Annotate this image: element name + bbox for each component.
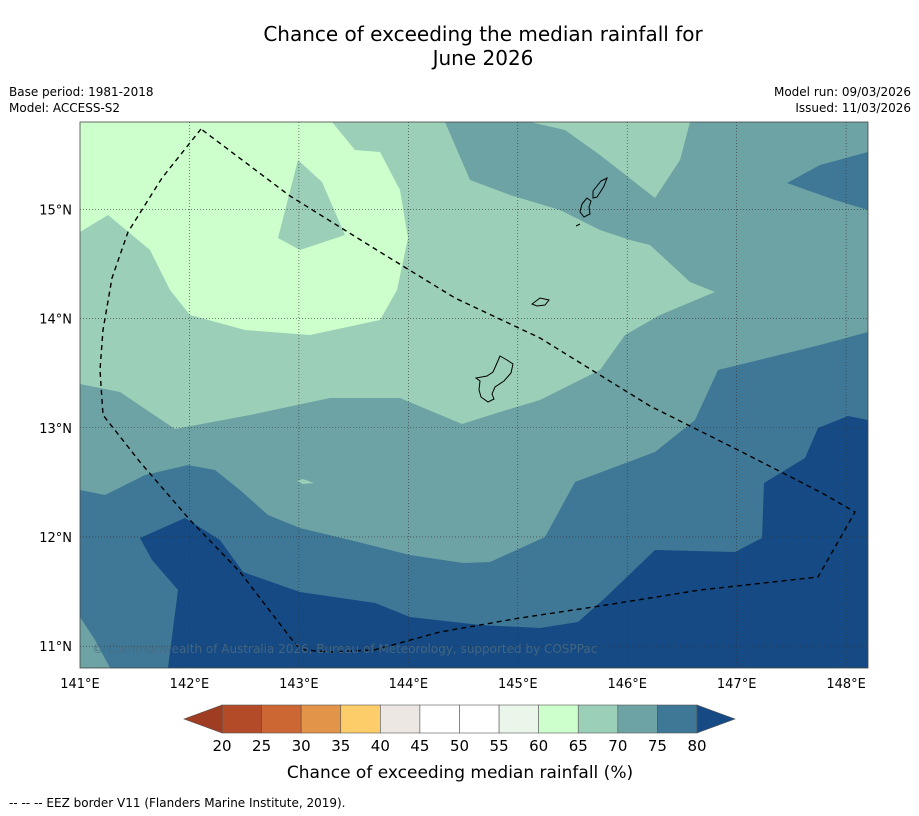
island-guam xyxy=(474,355,514,403)
issued-date: Issued: 11/03/2026 xyxy=(795,101,911,115)
colorbar-tick-label: 60 xyxy=(529,737,548,755)
map-title: Chance of exceeding the median rainfall … xyxy=(0,22,919,70)
colorbar-segment xyxy=(617,704,658,734)
colorbar-tick-label: 55 xyxy=(490,737,509,755)
colorbar-tick-label: 45 xyxy=(410,737,429,755)
copyright-text: © Commonwealth of Australia 2026, Bureau… xyxy=(92,642,597,656)
colorbar-tick-label: 35 xyxy=(331,737,350,755)
colorbar-segment xyxy=(221,704,262,734)
colorbar-tick-label: 40 xyxy=(371,737,390,755)
colorbar: 20 25 30 35 40 45 50 55 60 65 70 75 80 xyxy=(183,704,736,755)
island-tinian xyxy=(579,197,592,218)
colorbar-segment xyxy=(498,704,539,734)
lon-tick-label: 144°E xyxy=(389,677,429,692)
contour-speck xyxy=(297,479,314,484)
longitude-labels: 141°E 142°E 143°E 144°E 145°E 146°E 147°E 148°E xyxy=(60,677,866,692)
gridlines xyxy=(80,122,868,668)
colorbar-segment xyxy=(300,704,342,734)
colorbar-tick-label: 20 xyxy=(212,737,231,755)
colorbar-tick-label: 80 xyxy=(687,737,706,755)
colorbar-tick-label: 65 xyxy=(569,737,588,755)
contour-65-70-north xyxy=(530,122,690,198)
eez-border xyxy=(99,128,856,653)
base-period: Base period: 1981-2018 xyxy=(9,85,154,99)
lon-tick-label: 141°E xyxy=(60,677,100,692)
meta-right: Model run: 09/03/2026 Issued: 11/03/2026 xyxy=(774,84,911,116)
colorbar-segment xyxy=(380,704,421,734)
contour-above-80 xyxy=(140,416,868,668)
contour-70-southwest xyxy=(80,617,110,668)
colorbar-tick-label: 70 xyxy=(608,737,627,755)
colorbar-segment xyxy=(657,704,698,734)
rainfall-contours xyxy=(80,122,868,668)
lat-tick-label: 11°N xyxy=(39,640,72,655)
island-rota xyxy=(530,297,550,307)
colorbar-tick-label: 30 xyxy=(292,737,311,755)
colorbar-title: Chance of exceeding median rainfall (%) xyxy=(287,763,633,783)
lat-tick-label: 12°N xyxy=(39,531,72,546)
colorbar-tick-label: 25 xyxy=(252,737,271,755)
islands xyxy=(474,176,608,403)
contour-60-65 xyxy=(80,122,408,335)
lon-tick-label: 145°E xyxy=(498,677,538,692)
colorbar-high-arrow xyxy=(696,704,736,734)
lat-tick-label: 14°N xyxy=(39,313,72,328)
model-name: Model: ACCESS-S2 xyxy=(9,101,121,115)
lat-tick-label: 13°N xyxy=(39,422,72,437)
map-frame xyxy=(79,121,869,669)
lat-tick-label: 15°N xyxy=(39,203,72,218)
contour-75-80-ne xyxy=(787,152,868,210)
colorbar-tick-label: 75 xyxy=(648,737,667,755)
title-line-1: Chance of exceeding the median rainfall … xyxy=(263,22,703,46)
lon-tick-label: 147°E xyxy=(717,677,757,692)
title-line-2: June 2026 xyxy=(432,46,534,70)
colorbar-segment xyxy=(261,704,302,734)
lon-tick-label: 143°E xyxy=(279,677,319,692)
colorbar-segment xyxy=(459,704,500,734)
colorbar-segment xyxy=(419,704,460,734)
meta-left: Base period: 1981-2018 Model: ACCESS-S2 xyxy=(9,84,154,116)
model-run: Model run: 09/03/2026 xyxy=(773,85,911,99)
island-saipan xyxy=(592,176,608,199)
lon-tick-label: 148°E xyxy=(826,677,866,692)
island-aguijan xyxy=(575,223,581,227)
colorbar-segment xyxy=(577,704,619,734)
eez-legend: -- -- -- EEZ border V11 (Flanders Marine… xyxy=(9,796,346,810)
contour-65-inner xyxy=(278,160,345,250)
latitude-labels: 15°N 14°N 13°N 12°N 11°N xyxy=(39,203,72,655)
colorbar-segment xyxy=(538,704,579,734)
colorbar-segment xyxy=(340,704,381,734)
lon-tick-label: 146°E xyxy=(607,677,647,692)
colorbar-low-arrow xyxy=(183,704,223,734)
colorbar-tick-label: 50 xyxy=(450,737,469,755)
lon-tick-label: 142°E xyxy=(170,677,210,692)
